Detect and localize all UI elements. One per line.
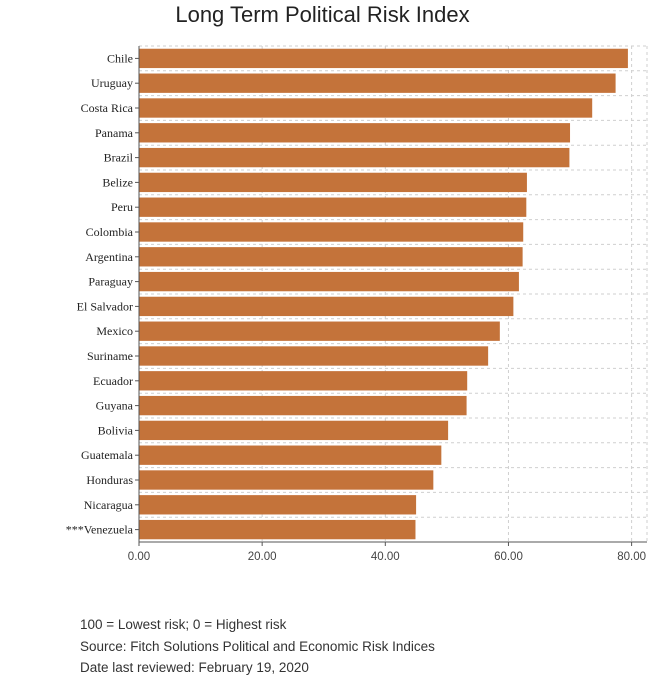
bar bbox=[139, 445, 442, 465]
category-label: Belize bbox=[102, 175, 133, 189]
bar bbox=[139, 296, 514, 317]
bar bbox=[139, 48, 628, 69]
bar-chart: Chile Uruguay Costa Rica Panama Brazil Belize… bbox=[66, 45, 648, 563]
category-label: Brazil bbox=[104, 151, 134, 165]
bar bbox=[139, 247, 523, 267]
category-label: Bolivia bbox=[98, 423, 134, 437]
category-label: El Salvador bbox=[77, 299, 133, 313]
category-label: Paraguay bbox=[88, 275, 133, 289]
bar bbox=[139, 495, 417, 515]
bar bbox=[139, 271, 519, 292]
category-label: Peru bbox=[111, 200, 133, 214]
bar bbox=[139, 371, 468, 391]
bar bbox=[139, 222, 524, 242]
category-label: Guyana bbox=[96, 399, 134, 413]
bar bbox=[139, 519, 416, 540]
bar bbox=[139, 73, 616, 93]
category-label: ***Venezuela bbox=[66, 523, 134, 537]
category-label: Colombia bbox=[86, 225, 134, 239]
bar bbox=[139, 98, 593, 118]
bar bbox=[139, 395, 467, 416]
category-label: Costa Rica bbox=[81, 101, 134, 115]
bar bbox=[139, 147, 570, 168]
bar bbox=[139, 123, 571, 143]
chart-title-text: Long Term Political Risk Index bbox=[175, 2, 470, 27]
footnote-source: Source: Fitch Solutions Political and Ec… bbox=[80, 638, 435, 654]
x-tick-label: 0.00 bbox=[128, 551, 150, 563]
bar bbox=[139, 420, 449, 441]
category-label: Uruguay bbox=[91, 76, 133, 90]
footnotes: 100 = Lowest risk; 0 = Highest risk Sour… bbox=[80, 614, 435, 679]
bar bbox=[139, 321, 500, 341]
x-tick-label: 40.00 bbox=[371, 551, 400, 563]
x-tick-label: 20.00 bbox=[248, 551, 277, 563]
chart-title: Long Term Political Risk Index bbox=[0, 0, 648, 30]
category-label: Honduras bbox=[86, 473, 133, 487]
category-label: Mexico bbox=[96, 324, 133, 338]
category-label: Argentina bbox=[85, 250, 133, 264]
category-label: Guatemala bbox=[81, 448, 134, 462]
category-label: Chile bbox=[107, 51, 133, 65]
bar bbox=[139, 172, 527, 193]
bar bbox=[139, 197, 527, 217]
bar bbox=[139, 470, 434, 490]
footnote-date-reviewed: Date last reviewed: February 19, 2020 bbox=[80, 660, 309, 675]
category-label: Nicaragua bbox=[84, 498, 134, 512]
category-label: Panama bbox=[95, 126, 134, 140]
category-label: Suriname bbox=[87, 349, 133, 363]
x-tick-label: 60.00 bbox=[494, 551, 523, 563]
category-label: Ecuador bbox=[93, 374, 133, 388]
footnote-risk-scale: 100 = Lowest risk; 0 = Highest risk bbox=[80, 617, 287, 632]
bar bbox=[139, 346, 489, 366]
x-tick-label: 80.00 bbox=[617, 551, 646, 563]
